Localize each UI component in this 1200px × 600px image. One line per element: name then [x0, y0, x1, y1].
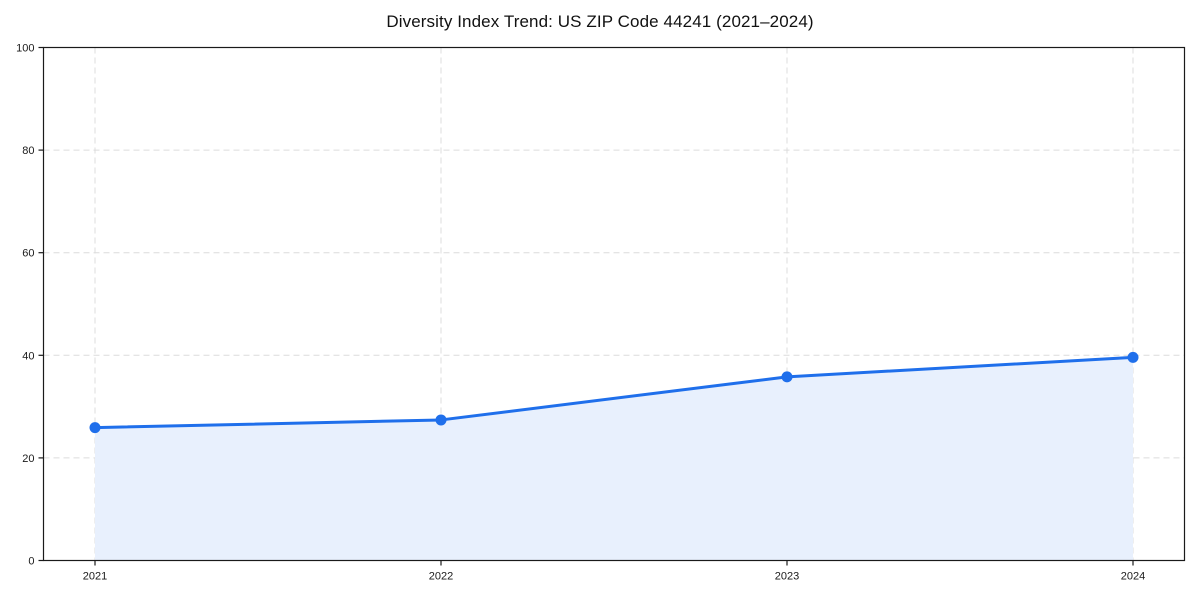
- x-tick-label: 2024: [1121, 571, 1145, 583]
- y-tick-label: 100: [16, 43, 34, 55]
- y-tick-label: 20: [22, 453, 34, 465]
- x-tick-label: 2022: [429, 571, 453, 583]
- plot-border: [42, 46, 1186, 562]
- x-tick-label: 2023: [775, 571, 799, 583]
- data-point-2021: [89, 422, 101, 434]
- y-tick-label: 0: [28, 556, 34, 568]
- data-point-2022: [435, 414, 447, 426]
- data-point-2023: [781, 371, 793, 383]
- y-tick-label: 40: [22, 350, 34, 362]
- data-point-2024: [1127, 351, 1139, 363]
- x-tick-label: 2021: [83, 571, 107, 583]
- y-tick-label: 80: [22, 145, 34, 157]
- trend-line: [93, 355, 1135, 430]
- area-fill: [95, 357, 1133, 561]
- chart-title: Diversity Index Trend: US ZIP Code 44241…: [386, 12, 814, 31]
- y-tick-label: 60: [22, 248, 34, 260]
